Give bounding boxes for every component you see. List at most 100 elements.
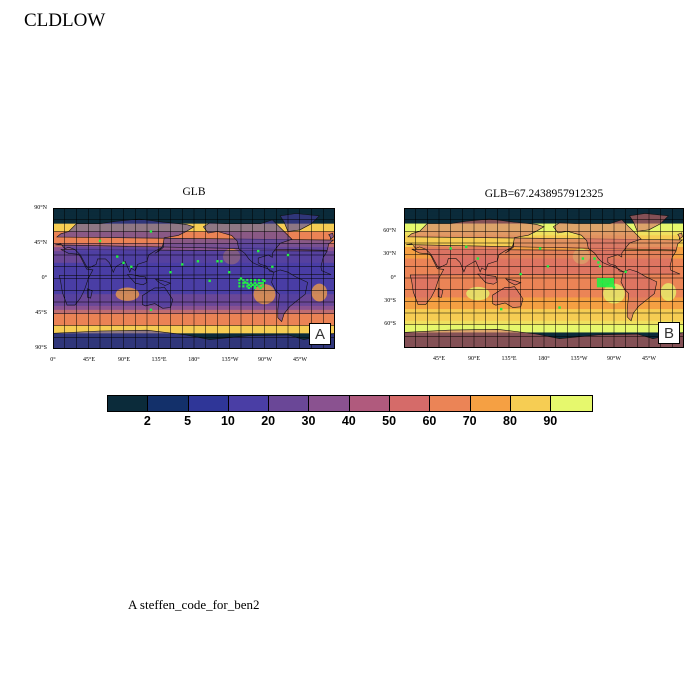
significance-marker: [286, 253, 290, 257]
significance-marker: [261, 285, 265, 288]
significance-cluster: [596, 278, 614, 288]
map-panel-a-field: [53, 208, 335, 349]
map-panel-a: A: [53, 208, 335, 349]
significance-marker: [519, 272, 522, 276]
significance-marker: [254, 282, 257, 285]
grid-lines: [53, 208, 335, 349]
significance-marker: [246, 285, 249, 288]
colorbar-label-1: 5: [184, 414, 192, 428]
continent-outline: [271, 269, 308, 323]
continent-outline: [677, 232, 683, 240]
continent-outline: [477, 273, 498, 285]
significance-marker: [271, 265, 274, 268]
significance-marker: [247, 283, 251, 286]
field-stratocumulus: [311, 283, 328, 302]
panel-b-title: GLB=67.2438957912325: [484, 188, 604, 200]
significance-marker: [597, 261, 600, 264]
xtick-a-6: 90°W: [257, 357, 273, 363]
footer-caption: A steffen_code_for_ben2: [128, 597, 260, 612]
significance-marker: [130, 265, 133, 268]
colorbar-box-8: [430, 396, 471, 411]
colorbar-box-0: [108, 396, 149, 411]
significance-marker: [228, 271, 231, 274]
significance-marker: [255, 283, 258, 286]
significance-marker: [257, 282, 261, 285]
colorbar-box-10: [510, 396, 552, 411]
ytick-a-0: 90°N: [34, 205, 47, 211]
colorbar-label-9: 80: [503, 414, 517, 428]
map-panel-b-field: [404, 208, 684, 348]
significance-marker: [208, 279, 211, 283]
significance-marker: [250, 278, 253, 282]
significance-markers: [449, 245, 627, 311]
significance-marker: [593, 257, 596, 260]
colorbar-label-4: 30: [301, 414, 316, 428]
continents: [53, 213, 335, 349]
xtick-b-6: 45°W: [641, 356, 657, 362]
grid-lines: [404, 208, 684, 348]
continent-outline: [154, 278, 172, 286]
ytick-b-2: 0°: [390, 275, 396, 281]
significance-marker: [449, 247, 452, 250]
significance-marker: [254, 285, 257, 288]
significance-marker: [238, 278, 241, 282]
xtick-b-1: 90°E: [467, 356, 481, 362]
xtick-a-1: 45°E: [82, 357, 96, 363]
colorbar-label-5: 40: [341, 414, 356, 428]
significance-marker: [261, 282, 265, 285]
continent-outline: [126, 274, 148, 286]
colorbar-box-9: [470, 396, 511, 411]
xtick-b-2: 135°E: [501, 356, 517, 362]
significance-marker: [257, 278, 261, 282]
significance-marker: [98, 239, 102, 243]
panel-a-title: GLB: [182, 186, 206, 198]
significance-marker: [476, 257, 480, 260]
continent-outline: [504, 278, 522, 286]
significance-marker: [246, 278, 249, 282]
significance-marker: [257, 249, 260, 253]
significance-marker: [122, 261, 125, 265]
continent-outline: [142, 286, 174, 309]
xtick-a-0: 0°: [50, 357, 56, 363]
significance-marker: [243, 281, 247, 284]
significance-marker: [247, 286, 251, 290]
map-frame: [404, 208, 684, 348]
colorbar-box-3: [228, 396, 270, 411]
ytick-b-0: 60°N: [383, 228, 396, 234]
significance-marker: [598, 265, 602, 268]
colorbar-label-8: 70: [462, 414, 477, 428]
significance-marker: [261, 278, 265, 282]
ytick-a-1: 45°N: [34, 240, 47, 246]
colorbar-label-2: 10: [220, 414, 235, 428]
xtick-a-7: 45°W: [292, 357, 308, 363]
map-frame: [53, 208, 335, 349]
significance-marker: [181, 263, 184, 266]
field-stratocumulus: [660, 283, 677, 301]
significance-marker: [239, 277, 243, 280]
continent-outline: [552, 219, 642, 273]
significance-marker: [242, 282, 245, 285]
significance-marker: [116, 255, 119, 258]
significance-marker: [169, 271, 172, 274]
significance-marker: [196, 260, 200, 263]
significance-marker: [538, 247, 542, 250]
colorbar-box-7: [390, 396, 431, 411]
continent-outline: [620, 269, 658, 322]
significance-marker: [581, 257, 585, 260]
colorbar-box-6: [349, 396, 391, 411]
significance-marker: [546, 265, 550, 268]
colorbar-box-2: [188, 396, 229, 411]
continent-outline: [492, 286, 524, 308]
significance-marker: [558, 306, 561, 309]
colorbar-box-4: [269, 396, 310, 411]
significance-marker: [500, 307, 503, 311]
xtick-a-2: 90°E: [117, 357, 131, 363]
significance-marker: [250, 282, 253, 285]
significance-marker: [216, 260, 219, 263]
significance-marker: [220, 260, 223, 263]
page-title: CLDLOW: [24, 10, 106, 31]
significance-marker: [149, 230, 153, 233]
xtick-a-4: 180°: [188, 357, 200, 363]
ytick-a-3: 45°S: [35, 310, 47, 316]
significance-markers: [98, 230, 290, 312]
